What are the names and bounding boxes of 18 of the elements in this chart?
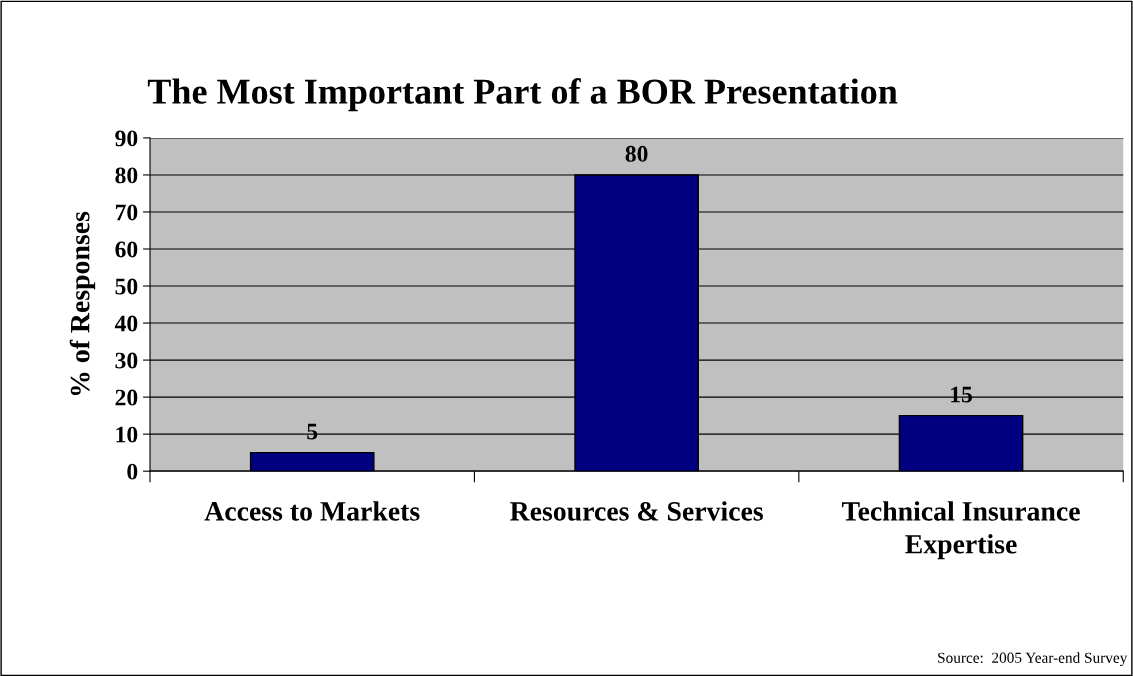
y-tick-label: 40: [114, 315, 138, 332]
y-tick-label: 70: [115, 204, 138, 221]
x-tick-label: Access to Markets: [204, 501, 420, 521]
y-tick-label: 90: [115, 130, 138, 147]
y-tick-label: 30: [115, 352, 138, 369]
x-tick-label: Technical Insurance Expertise: [841, 501, 1080, 560]
y-tick-label: 80: [115, 167, 138, 184]
chart-title: The Most Important Part of a BOR Presentation: [147, 78, 898, 112]
y-axis-title: % of Responses: [69, 211, 96, 396]
y-tick-label: 50: [115, 278, 138, 295]
y-tick-label: 60: [115, 241, 138, 258]
x-tick-label: Resources & Services: [510, 501, 763, 521]
y-tick-label: 10: [116, 426, 138, 443]
source-note: Source: 2005 Year-end Survey: [938, 652, 1128, 667]
y-tick-label: 20: [115, 389, 138, 406]
data-label: 80: [625, 145, 648, 162]
bar: [249, 451, 375, 472]
y-tick-label: 0: [127, 463, 138, 480]
